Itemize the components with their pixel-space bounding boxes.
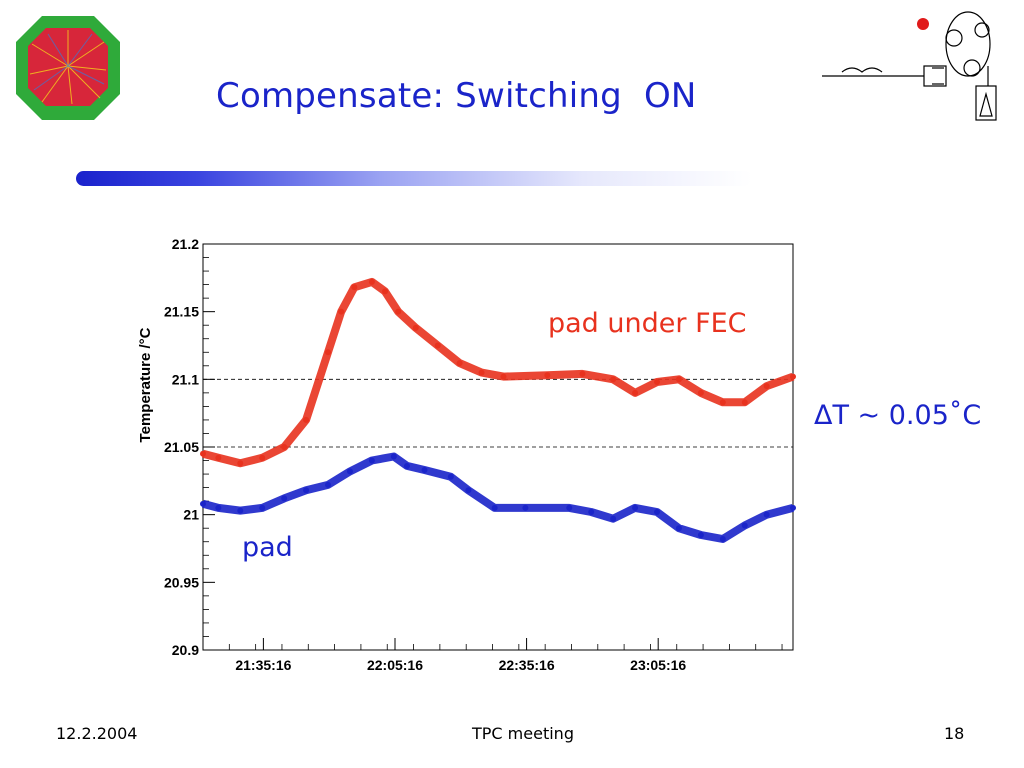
series-0-point: [544, 372, 551, 379]
series-1-point: [447, 473, 454, 480]
y-tick-label: 21.05: [164, 439, 199, 455]
series-1-point: [259, 504, 266, 511]
y-tick-label: 21.15: [164, 304, 199, 320]
series-1-point: [368, 457, 375, 464]
series-1-point: [303, 487, 310, 494]
series-0-point: [654, 379, 661, 386]
footer-page-number: 18: [944, 724, 965, 743]
series-0-point: [281, 444, 288, 450]
alice-logo: [16, 16, 120, 120]
series-0-point: [763, 383, 770, 390]
series-0-point: [500, 373, 507, 380]
annotation-pad: pad: [242, 532, 293, 563]
series-line-0: [201, 277, 795, 468]
series-1-point: [763, 511, 770, 518]
series-0-point: [741, 399, 748, 406]
series-0-point: [237, 460, 244, 467]
series-0-point: [338, 308, 345, 315]
footer-date: 12.2.2004: [56, 724, 138, 743]
y-tick-label: 21.2: [172, 236, 199, 252]
title-underline-bar: [76, 171, 752, 186]
x-tick-label: 22:05:16: [367, 657, 423, 673]
series-1-point: [675, 525, 682, 532]
series-0-point: [200, 450, 206, 457]
series-0-point: [215, 454, 222, 461]
series-0-point: [412, 324, 419, 331]
temperature-chart: 20.9 20.95 21 21.05 21.1 21.15 21.2 21:35:16 22:…: [137, 236, 796, 673]
series-1-point: [522, 504, 529, 511]
series-0-point: [697, 389, 704, 396]
series-1-point: [654, 508, 661, 515]
series-0-point: [382, 288, 389, 295]
series-1-point: [281, 495, 288, 502]
series-1-point: [215, 504, 222, 511]
series-1-point: [325, 481, 332, 488]
series-0-point: [368, 278, 375, 285]
slide-title: Compensate: Switching ON: [216, 76, 697, 116]
series-0-point: [675, 376, 682, 383]
series-0-point: [434, 342, 441, 349]
series-1-point: [200, 500, 206, 507]
annotation-delta-t: ΔT ~ 0.05˚C: [814, 400, 982, 431]
x-tick-label: 23:05:16: [630, 657, 686, 673]
series-0-point: [478, 369, 485, 376]
series-0-point: [610, 376, 617, 383]
series-1-point: [719, 536, 726, 543]
series-0-point: [395, 308, 402, 315]
series-0-point: [259, 454, 266, 461]
series-1-point: [491, 504, 498, 511]
y-tick-label: 21.1: [172, 371, 199, 387]
series-1-point: [588, 508, 595, 515]
series-1-point: [390, 453, 397, 460]
y-tick-label: 20.9: [172, 642, 199, 658]
series-1-point: [465, 487, 472, 494]
series-1-point: [697, 531, 704, 538]
series-0-point: [790, 373, 796, 380]
series-0-point: [456, 360, 463, 367]
series-1-point: [237, 507, 244, 514]
series-1-point: [403, 462, 410, 469]
series-1-point: [566, 504, 573, 511]
y-tick-label: 21: [183, 507, 199, 523]
series-0-point: [325, 349, 332, 356]
series-1-point: [610, 515, 617, 522]
series-0-point: [579, 370, 586, 377]
x-tick-label: 22:35:16: [499, 657, 555, 673]
x-tick-label: 21:35:16: [235, 657, 291, 673]
series-1-point: [632, 504, 639, 511]
y-axis-label: Temperature /°C: [137, 327, 154, 442]
y-tick-label: 20.95: [164, 574, 199, 590]
series-1-point: [346, 468, 353, 475]
series-0-point: [632, 389, 639, 396]
gsi-logo: [822, 11, 997, 121]
series-0-point: [351, 284, 358, 291]
series-1-point: [741, 522, 748, 529]
series-0-point: [719, 399, 726, 406]
series-0-point: [303, 416, 310, 423]
annotation-pad-under-fec: pad under FEC: [548, 308, 747, 339]
series-1-point: [790, 504, 796, 511]
footer-title: TPC meeting: [472, 724, 574, 743]
series-1-point: [421, 467, 428, 474]
